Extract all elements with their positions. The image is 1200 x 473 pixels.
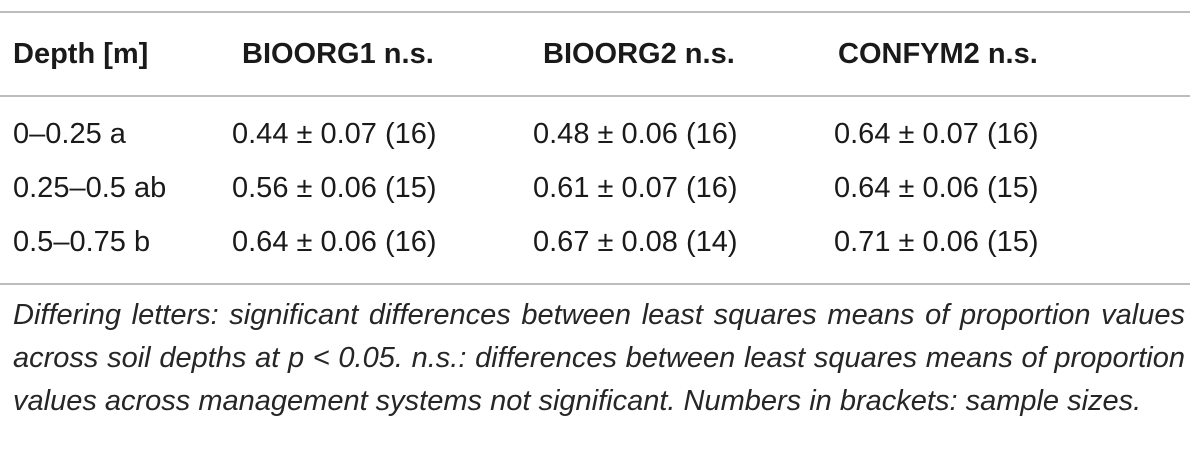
table-cell-bioorg2: 0.67 ± 0.08 (14) (533, 226, 738, 258)
table-cell-confym2: 0.64 ± 0.06 (15) (834, 172, 1039, 204)
table-cell-bioorg1: 0.64 ± 0.06 (16) (232, 226, 437, 258)
table-cell-bioorg1: 0.56 ± 0.06 (15) (232, 172, 437, 204)
table-header-rule (0, 95, 1190, 97)
table-cell-depth: 0.25–0.5 ab (13, 172, 167, 204)
table-cell-depth: 0.5–0.75 b (13, 226, 151, 258)
table-cell-confym2: 0.64 ± 0.07 (16) (834, 118, 1039, 150)
table-cell-bioorg1: 0.44 ± 0.07 (16) (232, 118, 437, 150)
table-footnote: Differing letters: significant differenc… (13, 299, 1185, 417)
table-cell-depth: 0–0.25 a (13, 118, 126, 150)
table-cell-bioorg2: 0.48 ± 0.06 (16) (533, 118, 738, 150)
header-bioorg1: BIOORG1 n.s. (242, 38, 434, 70)
header-bioorg2: BIOORG2 n.s. (543, 38, 735, 70)
table-cell-bioorg2: 0.61 ± 0.07 (16) (533, 172, 738, 204)
header-depth: Depth [m] (13, 38, 149, 70)
table-bottom-rule (0, 283, 1190, 285)
table-cell-confym2: 0.71 ± 0.06 (15) (834, 226, 1039, 258)
header-confym2: CONFYM2 n.s. (838, 38, 1038, 70)
table-top-rule (0, 11, 1190, 13)
